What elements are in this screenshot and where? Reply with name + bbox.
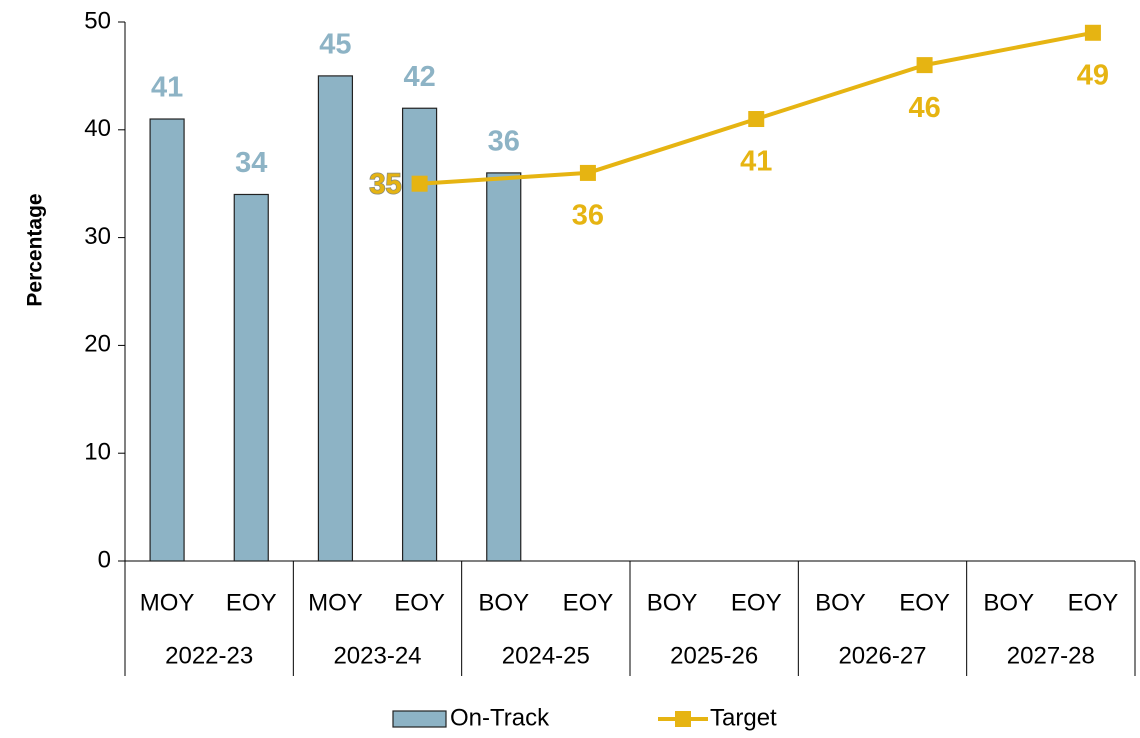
group-label: 2026-27 xyxy=(838,642,926,669)
x-tick-label: BOY xyxy=(478,589,529,616)
line-marker xyxy=(411,175,428,192)
x-tick-label: BOY xyxy=(815,589,866,616)
y-tick-label: 40 xyxy=(84,115,111,142)
group-label: 2022-23 xyxy=(165,642,253,669)
x-tick-label: EOY xyxy=(563,589,614,616)
x-tick-label: EOY xyxy=(899,589,950,616)
x-tick-label: MOY xyxy=(140,589,195,616)
y-tick-label: 10 xyxy=(84,439,111,466)
legend-marker xyxy=(675,711,691,727)
x-tick-label: EOY xyxy=(1068,589,1119,616)
line-marker xyxy=(579,164,596,181)
group-label: 2025-26 xyxy=(670,642,758,669)
y-axis-label: Percentage xyxy=(24,193,47,306)
legend-label: On-Track xyxy=(450,704,550,731)
bar xyxy=(233,193,269,562)
group-label: 2027-28 xyxy=(1007,642,1095,669)
line-marker xyxy=(916,57,933,74)
x-tick-label: MOY xyxy=(308,589,363,616)
bar xyxy=(149,118,185,562)
data-label: 41 xyxy=(740,146,772,178)
y-tick-label: 50 xyxy=(84,7,111,34)
y-tick-label: 20 xyxy=(84,331,111,358)
bar xyxy=(486,172,522,562)
data-label: 49 xyxy=(1077,59,1109,91)
x-tick-label: BOY xyxy=(983,589,1034,616)
data-label: 45 xyxy=(319,29,351,61)
y-tick-label: 0 xyxy=(98,546,111,573)
data-label: 41 xyxy=(151,72,183,104)
data-label: 36 xyxy=(488,126,520,158)
data-label: 46 xyxy=(908,92,940,124)
data-label: 35 xyxy=(369,168,401,200)
line-segment xyxy=(924,30,1094,68)
data-label: 36 xyxy=(572,200,604,232)
data-label: 34 xyxy=(235,147,267,179)
x-tick-label: EOY xyxy=(394,589,445,616)
data-label: 42 xyxy=(403,61,435,93)
line-segment xyxy=(419,170,589,186)
line-segment xyxy=(587,117,757,175)
group-label: 2023-24 xyxy=(333,642,421,669)
group-label: 2024-25 xyxy=(502,642,590,669)
x-tick-label: EOY xyxy=(731,589,782,616)
line-marker xyxy=(1084,24,1101,41)
legend-label: Target xyxy=(710,704,777,731)
x-tick-label: EOY xyxy=(226,589,277,616)
line-segment xyxy=(755,63,926,121)
bar xyxy=(317,75,354,562)
legend-swatch xyxy=(392,710,447,728)
line-marker xyxy=(748,111,765,128)
y-tick-label: 30 xyxy=(84,223,111,250)
x-tick-label: BOY xyxy=(647,589,698,616)
